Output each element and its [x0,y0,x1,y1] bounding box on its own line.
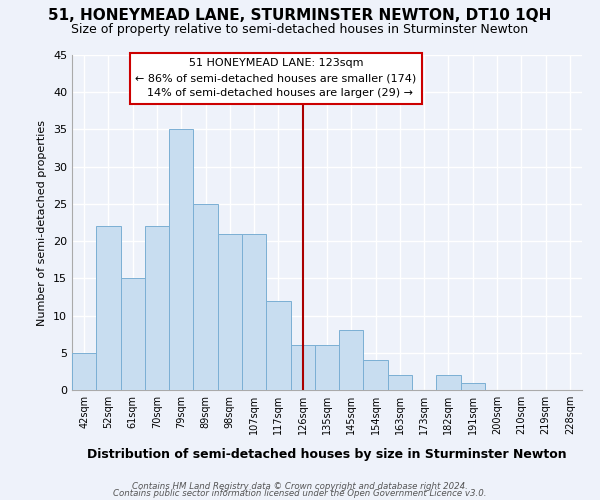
Bar [339,330,364,390]
Y-axis label: Number of semi-detached properties: Number of semi-detached properties [37,120,47,326]
Bar [266,300,290,390]
Text: Contains HM Land Registry data © Crown copyright and database right 2024.: Contains HM Land Registry data © Crown c… [132,482,468,491]
Text: 51 HONEYMEAD LANE: 123sqm  
← 86% of semi-detached houses are smaller (174)
  14: 51 HONEYMEAD LANE: 123sqm ← 86% of semi-… [136,58,416,98]
Bar [315,346,339,390]
Text: 51, HONEYMEAD LANE, STURMINSTER NEWTON, DT10 1QH: 51, HONEYMEAD LANE, STURMINSTER NEWTON, … [49,8,551,22]
Bar [145,226,169,390]
Bar [461,382,485,390]
Bar [121,278,145,390]
Bar [388,375,412,390]
Bar [96,226,121,390]
Bar [193,204,218,390]
Bar [218,234,242,390]
Bar [72,353,96,390]
Text: Contains public sector information licensed under the Open Government Licence v3: Contains public sector information licen… [113,489,487,498]
Bar [436,375,461,390]
Bar [242,234,266,390]
Bar [364,360,388,390]
Text: Size of property relative to semi-detached houses in Sturminster Newton: Size of property relative to semi-detach… [71,22,529,36]
Bar [290,346,315,390]
Bar [169,130,193,390]
X-axis label: Distribution of semi-detached houses by size in Sturminster Newton: Distribution of semi-detached houses by … [87,448,567,461]
